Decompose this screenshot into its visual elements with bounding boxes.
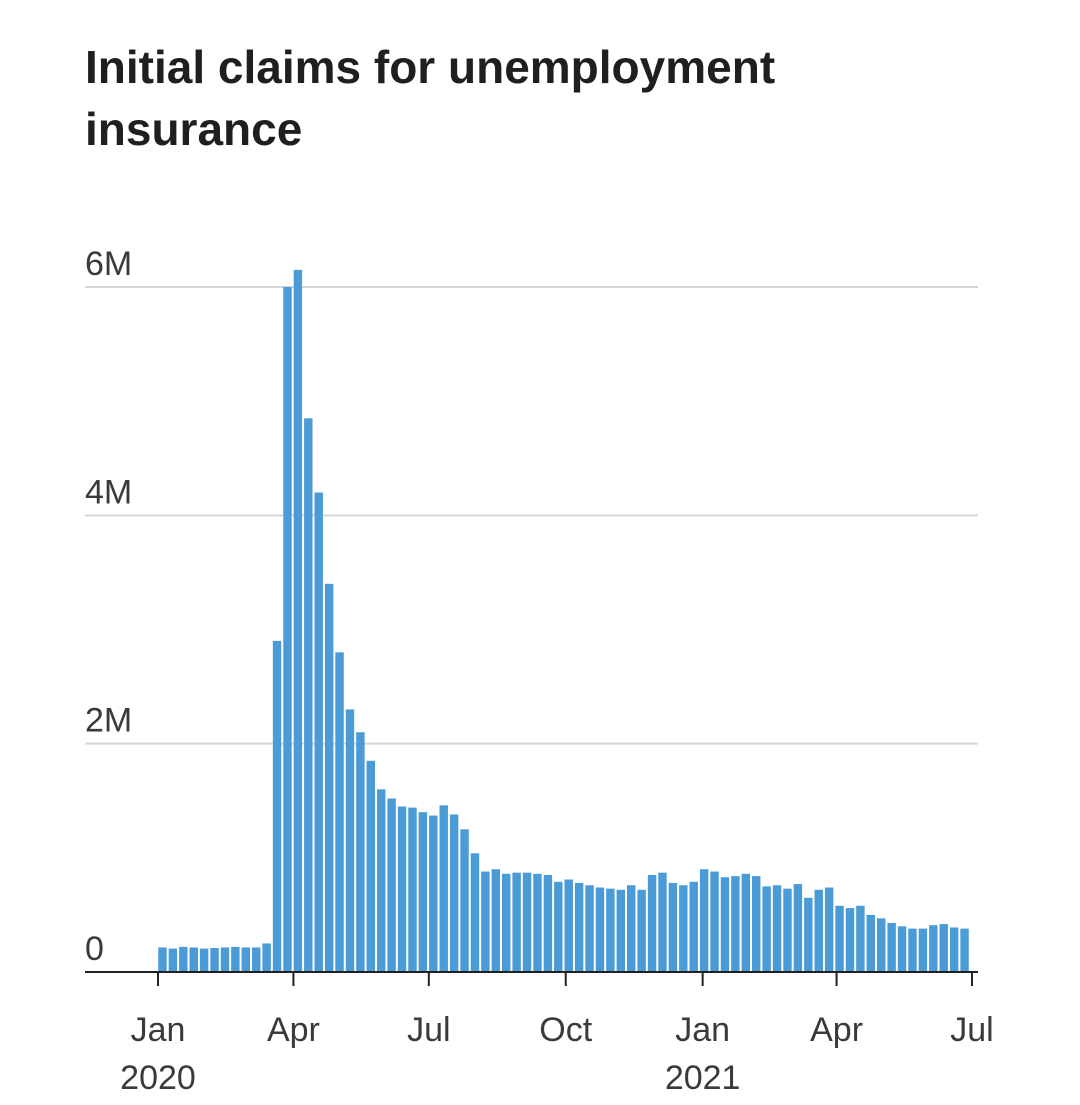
bar	[918, 928, 928, 972]
bar	[637, 889, 646, 972]
x-tick-label: Apr	[810, 1011, 863, 1049]
x-tick-label: Apr	[267, 1011, 320, 1049]
bar	[824, 887, 834, 972]
bar	[439, 805, 448, 972]
bar	[752, 876, 761, 972]
chart-title: Initial claims for unemployment insuranc…	[85, 41, 776, 155]
bar	[512, 872, 521, 972]
bar	[616, 889, 626, 972]
x-tick-label: Jul	[407, 1011, 450, 1049]
x-tick-year-label: 2020	[120, 1059, 196, 1097]
bar	[960, 928, 969, 972]
bar	[179, 946, 188, 972]
bar	[210, 948, 219, 972]
bar	[689, 881, 698, 972]
bar	[533, 873, 542, 972]
y-tick-label: 4M	[85, 473, 132, 511]
bar	[522, 872, 532, 972]
bar	[845, 908, 855, 972]
bar	[502, 873, 511, 972]
bar	[460, 829, 469, 972]
bars	[158, 269, 969, 973]
bar	[283, 287, 292, 972]
bar	[647, 874, 657, 972]
bar	[345, 709, 355, 972]
bar	[470, 853, 480, 972]
y-tick-label: 6M	[85, 245, 132, 283]
bar	[741, 873, 751, 972]
bar	[199, 948, 209, 972]
y-tick-label: 2M	[85, 702, 132, 740]
bar	[304, 418, 313, 972]
bar	[710, 871, 719, 972]
bar	[397, 806, 407, 972]
bar	[720, 877, 730, 972]
bar	[731, 876, 740, 972]
bar	[387, 798, 396, 972]
bar	[324, 583, 334, 972]
bar	[877, 918, 886, 972]
bar	[335, 652, 344, 972]
bar	[658, 872, 667, 972]
y-axis: 0 2M 4M 6M	[85, 245, 132, 968]
bar	[366, 760, 376, 972]
bar	[564, 879, 573, 972]
bar	[939, 924, 948, 972]
bar	[377, 789, 386, 972]
bar	[606, 888, 615, 972]
bar	[272, 640, 282, 972]
bar	[668, 882, 678, 972]
bar	[429, 815, 438, 972]
bar	[908, 928, 917, 972]
x-axis: Jan 2020 Apr Jul Oct Jan 2021 Apr Jul	[120, 972, 994, 1097]
bar	[220, 947, 230, 972]
bar	[793, 884, 803, 972]
x-tick-year-label: 2021	[665, 1059, 741, 1097]
bar	[772, 885, 782, 972]
bar	[887, 922, 896, 972]
bar	[949, 927, 959, 972]
bar	[585, 885, 594, 972]
bar	[408, 807, 417, 972]
bar	[804, 897, 813, 972]
bar	[856, 905, 865, 972]
bar	[835, 905, 844, 972]
bar	[543, 874, 553, 972]
bar	[595, 887, 605, 972]
gridlines	[85, 286, 978, 745]
bar	[189, 947, 198, 972]
bar	[866, 914, 876, 972]
bar	[158, 947, 167, 972]
bar	[168, 948, 178, 972]
x-tick-label: Oct	[539, 1011, 592, 1049]
bar	[491, 869, 501, 972]
bar	[699, 869, 709, 972]
x-tick-label: Jan	[675, 1011, 730, 1049]
bar	[627, 885, 636, 972]
bar	[314, 492, 323, 972]
bar	[762, 886, 771, 973]
bar	[418, 812, 428, 972]
y-tick-label: 0	[85, 930, 104, 968]
bar	[356, 732, 365, 972]
bar	[262, 943, 271, 972]
bar	[293, 269, 303, 972]
bar	[554, 881, 563, 972]
bar	[574, 882, 584, 972]
bar	[679, 885, 688, 972]
x-tick-label: Jan	[131, 1011, 186, 1049]
bar	[231, 946, 240, 972]
bar	[252, 947, 261, 972]
bar	[897, 926, 907, 972]
bar	[241, 947, 251, 972]
x-tick-label: Jul	[950, 1011, 993, 1049]
bar	[783, 888, 792, 972]
bar	[481, 871, 490, 972]
bar	[929, 925, 938, 972]
bar	[449, 814, 459, 972]
bar	[814, 889, 823, 972]
